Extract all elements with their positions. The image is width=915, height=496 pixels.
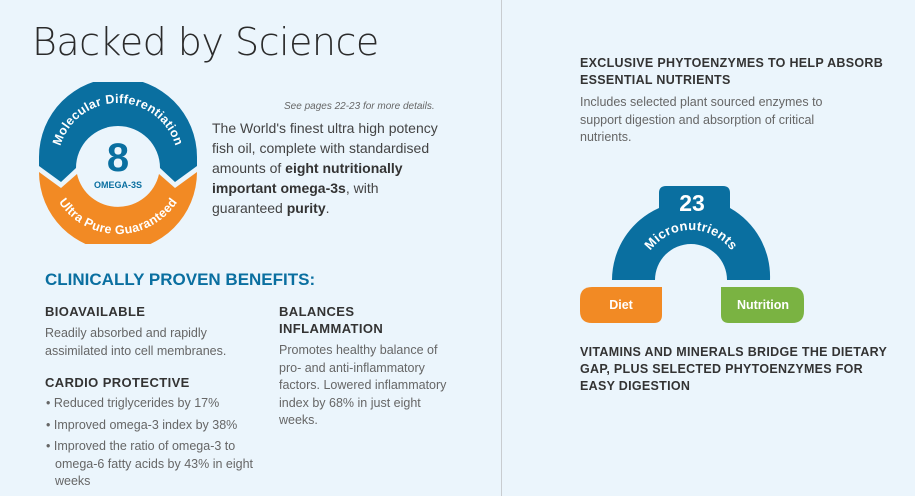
page-title: Backed by Science xyxy=(32,20,379,64)
vitamins-title: VITAMINS AND MINERALS BRIDGE THE DIETARY… xyxy=(580,345,887,393)
diet-box xyxy=(580,287,662,323)
divider xyxy=(501,0,502,496)
list-item: Improved omega-3 index by 38% xyxy=(45,417,260,435)
omega-badge: Molecular Differentiation Ultra Pure Gua… xyxy=(39,82,197,244)
badge-top-ring xyxy=(39,82,197,182)
benefit-title: CARDIO PROTECTIVE xyxy=(45,375,190,390)
intro-text: The World's finest ultra high potency fi… xyxy=(212,120,438,216)
list-item: Improved the ratio of omega-3 to omega-6… xyxy=(45,438,260,491)
benefit-title: BALANCES INFLAMMATION xyxy=(279,304,384,336)
benefit-text: Readily absorbed and rapidly assimilated… xyxy=(45,326,227,358)
benefit-inflammation: BALANCES INFLAMMATION Promotes healthy b… xyxy=(279,303,459,430)
nutrition-label: Nutrition xyxy=(737,298,789,312)
benefit-title: BIOAVAILABLE xyxy=(45,304,146,319)
benefit-bioavailable: BIOAVAILABLE Readily absorbed and rapidl… xyxy=(45,303,260,360)
benefits-heading: CLINICALLY PROVEN BENEFITS: xyxy=(45,270,316,289)
enzymes-text: Includes selected plant sourced enzymes … xyxy=(580,95,823,144)
nutrition-box xyxy=(721,287,804,323)
enzymes-title: EXCLUSIVE PHYTOENZYMES TO HELP ABSORB ES… xyxy=(580,56,884,87)
badge-bottom-ring xyxy=(39,172,197,244)
benefit-cardio: CARDIO PROTECTIVE Reduced triglycerides … xyxy=(45,374,260,495)
badge-number: 8 xyxy=(107,136,129,180)
arch-shape xyxy=(612,186,771,280)
arch-number: 23 xyxy=(679,190,705,216)
list-item: Reduced triglycerides by 17% xyxy=(45,395,260,413)
benefit-text: Promotes healthy balance of pro- and ant… xyxy=(279,343,447,427)
page-reference-note: See pages 22-23 for more details. xyxy=(284,101,435,112)
badge-label: OMEGA-3S xyxy=(94,180,142,190)
diet-label: Diet xyxy=(609,298,633,312)
micronutrients-arch: 23 Micronutrients Diet Nutrition xyxy=(580,186,804,323)
